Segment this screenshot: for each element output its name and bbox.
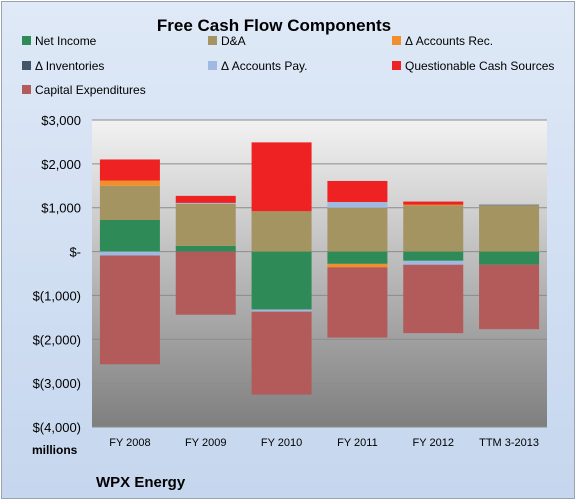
gridlines	[92, 119, 547, 428]
y-tick-label: $2,000	[41, 157, 81, 172]
bar-d-a-fy-2009	[175, 203, 236, 246]
legend-swatch-net-income	[22, 36, 31, 45]
bar-questionable-cash-sources-fy-2011	[327, 180, 388, 203]
x-tick-label: FY 2011	[337, 437, 378, 449]
bar-d-a-fy-2010	[251, 211, 312, 252]
legend-label-accounts-pay: Δ Accounts Pay.	[221, 59, 308, 73]
company-label: WPX Energy	[96, 474, 186, 491]
legend-swatch-accounts-pay	[208, 61, 217, 70]
bar-accounts-rec-fy-2011	[327, 263, 388, 268]
bar-questionable-cash-sources-fy-2008	[99, 159, 160, 181]
x-axis: FY 2008 FY 2009 FY 2010 FY 2011 FY 2012 TTM 3…	[109, 437, 539, 449]
legend-swatch-accounts-rec	[392, 36, 401, 45]
bar-net-income-fy-2009	[175, 245, 236, 252]
x-tick-label: FY 2009	[185, 437, 226, 449]
bar-d-a-fy-2011	[327, 207, 388, 252]
bar-capital-expenditures-fy-2008	[99, 255, 160, 365]
y-tick-label: $(3,000)	[33, 376, 81, 391]
legend-swatch-capital-expenditures	[22, 85, 31, 94]
bar-capital-expenditures-fy-2010	[251, 311, 312, 395]
x-tick-label: TTM 3-2013	[479, 437, 539, 449]
bar-accounts-pay-fy-2011	[327, 202, 388, 208]
x-tick-label: FY 2010	[261, 437, 302, 449]
legend-label-capital-expenditures: Capital Expenditures	[35, 83, 146, 97]
bar-inventories-ttm-3-2013	[479, 204, 540, 206]
bar-accounts-rec-fy-2012	[403, 204, 464, 206]
legend-swatch-questionable-cash-sources	[392, 61, 401, 70]
bar-d-a-fy-2008	[99, 185, 160, 220]
bar-accounts-pay-fy-2008	[99, 251, 160, 256]
chart-title: Free Cash Flow Components	[157, 16, 391, 35]
bar-accounts-pay-fy-2012	[403, 260, 464, 265]
bar-net-income-fy-2011	[327, 251, 388, 264]
bar-questionable-cash-sources-fy-2009	[175, 195, 236, 203]
legend-label-questionable-cash-sources: Questionable Cash Sources	[405, 59, 554, 73]
bar-accounts-pay-ttm-3-2013	[479, 204, 540, 205]
bar-net-income-fy-2012	[403, 251, 464, 261]
bars	[99, 142, 540, 395]
legend: Net Income D&A Δ Accounts Rec. Δ Inventorie…	[22, 34, 554, 97]
bar-net-income-fy-2008	[99, 219, 160, 252]
legend-swatch-d-a	[208, 36, 217, 45]
legend-label-net-income: Net Income	[35, 34, 97, 48]
bar-accounts-rec-fy-2008	[99, 180, 160, 186]
legend-swatch-inventories	[22, 61, 31, 70]
y-tick-label: $(4,000)	[33, 420, 81, 435]
y-tick-label: $(2,000)	[33, 332, 81, 347]
bar-net-income-fy-2010	[251, 251, 312, 310]
bar-accounts-pay-fy-2009	[175, 202, 236, 204]
units-label: millions	[32, 443, 78, 457]
bar-net-income-ttm-3-2013	[479, 251, 540, 265]
bar-d-a-fy-2012	[403, 205, 464, 252]
y-tick-label: $-	[69, 245, 81, 260]
y-tick-label: $3,000	[41, 113, 81, 128]
y-axis: $3,000 $2,000 $1,000 $- $(1,000) $(2,000) $(3,…	[33, 113, 81, 435]
bar-capital-expenditures-fy-2009	[175, 251, 236, 315]
y-tick-label: $(1,000)	[33, 288, 81, 303]
y-tick-label: $1,000	[41, 201, 81, 216]
legend-label-d-a: D&A	[221, 34, 246, 48]
bar-questionable-cash-sources-fy-2010	[251, 142, 312, 212]
bar-capital-expenditures-ttm-3-2013	[479, 264, 540, 330]
bar-capital-expenditures-fy-2012	[403, 264, 464, 334]
bar-questionable-cash-sources-fy-2012	[403, 201, 464, 205]
legend-label-inventories: Δ Inventories	[35, 59, 104, 73]
bar-d-a-ttm-3-2013	[479, 205, 540, 252]
plot-area	[92, 120, 547, 427]
bar-capital-expenditures-fy-2011	[327, 267, 388, 338]
legend-label-accounts-rec: Δ Accounts Rec.	[405, 34, 493, 48]
x-tick-label: FY 2012	[413, 437, 454, 449]
bar-accounts-pay-fy-2010	[251, 309, 312, 312]
x-tick-label: FY 2008	[109, 437, 150, 449]
